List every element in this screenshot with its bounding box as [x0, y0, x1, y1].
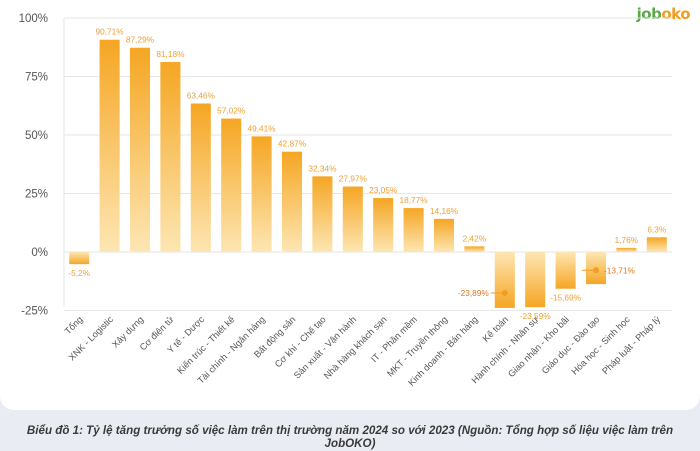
y-tick-label: 25%: [25, 189, 48, 201]
x-tick-label: Kiến trúc - Thiết kế: [175, 314, 236, 375]
y-tick-label: 50%: [25, 130, 48, 142]
bars: [69, 39, 667, 308]
x-tick-label: Hóa học - Sinh học: [569, 314, 632, 377]
bar: [69, 252, 90, 265]
data-label: 2,42%: [463, 233, 487, 243]
bar: [281, 151, 303, 252]
bar: [312, 176, 333, 252]
bar: [221, 118, 242, 252]
bar: [129, 47, 151, 253]
data-label: 49,41%: [248, 123, 277, 133]
data-label: 32,34%: [308, 163, 337, 173]
x-tick-label: Kế toán: [481, 314, 510, 343]
data-label: 18,77%: [400, 195, 429, 205]
bar: [464, 246, 485, 252]
x-tick-label: Tổng: [63, 314, 85, 336]
data-label: -5,2%: [68, 268, 90, 278]
y-tick-label: 75%: [25, 72, 48, 84]
bar: [646, 237, 667, 252]
data-labels: -5,2% 90,71%87,29%81,18% 63,46%57,02%49,41…: [68, 27, 667, 321]
data-label: 14,16%: [430, 206, 459, 216]
data-label: 57,02%: [217, 106, 246, 116]
bar: [433, 218, 455, 252]
data-label: 63,46%: [187, 91, 216, 101]
bar: [160, 62, 181, 252]
bar: [373, 198, 394, 252]
data-label: 81,18%: [156, 49, 185, 59]
data-label: 6,3%: [647, 224, 667, 234]
bar: [616, 247, 637, 252]
data-label: 87,29%: [126, 35, 155, 45]
data-label: -15,69%: [550, 293, 582, 303]
chart-caption: Biểu đồ 1: Tỷ lệ tăng trưởng số việc làm…: [26, 424, 674, 450]
bar: [190, 103, 211, 252]
grid-lines: [63, 17, 672, 311]
callout-dot: [501, 289, 508, 296]
data-label: 23,05%: [369, 185, 398, 195]
x-tick-label: Giáo dục - Đào tạo: [540, 314, 602, 376]
data-label: -23,59%: [520, 311, 552, 321]
y-tick-label: 0%: [31, 247, 48, 259]
chart-card: joboko -25% 0% 25% 50% 75% 100% -5,2% 90,71% 87…: [0, 0, 700, 410]
y-tick-label: 100%: [19, 13, 48, 25]
bar: [251, 136, 272, 252]
y-tick-label: -25%: [21, 306, 48, 318]
bar: [342, 186, 363, 252]
data-label: -23,89%: [458, 288, 490, 298]
y-axis-ticks: -25% 0% 25% 50% 75% 100%: [19, 13, 48, 318]
data-label: 90,71%: [96, 27, 125, 37]
data-label: 1,76%: [615, 235, 639, 245]
bar: [403, 208, 424, 252]
bar: [99, 39, 120, 252]
callout-dot: [593, 267, 599, 274]
bar: [555, 252, 576, 289]
bar: [525, 252, 546, 308]
bar: [494, 252, 515, 308]
data-label: -13,71%: [604, 265, 636, 275]
data-label: 27,97%: [339, 174, 368, 184]
data-label: 42,87%: [278, 139, 307, 149]
bar-chart: -25% 0% 25% 50% 75% 100% -5,2% 90,71%87,29%81,…: [19, 13, 672, 388]
x-tick-label: Pháp luật - Pháp lý: [600, 314, 662, 376]
